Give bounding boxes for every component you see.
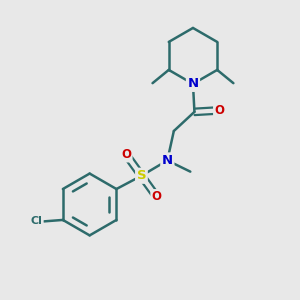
Text: S: S bbox=[136, 169, 146, 182]
Text: O: O bbox=[152, 190, 162, 203]
Text: N: N bbox=[188, 77, 199, 90]
Text: O: O bbox=[121, 148, 131, 161]
Text: O: O bbox=[214, 104, 224, 117]
Text: Cl: Cl bbox=[30, 216, 42, 226]
Text: N: N bbox=[162, 154, 173, 167]
